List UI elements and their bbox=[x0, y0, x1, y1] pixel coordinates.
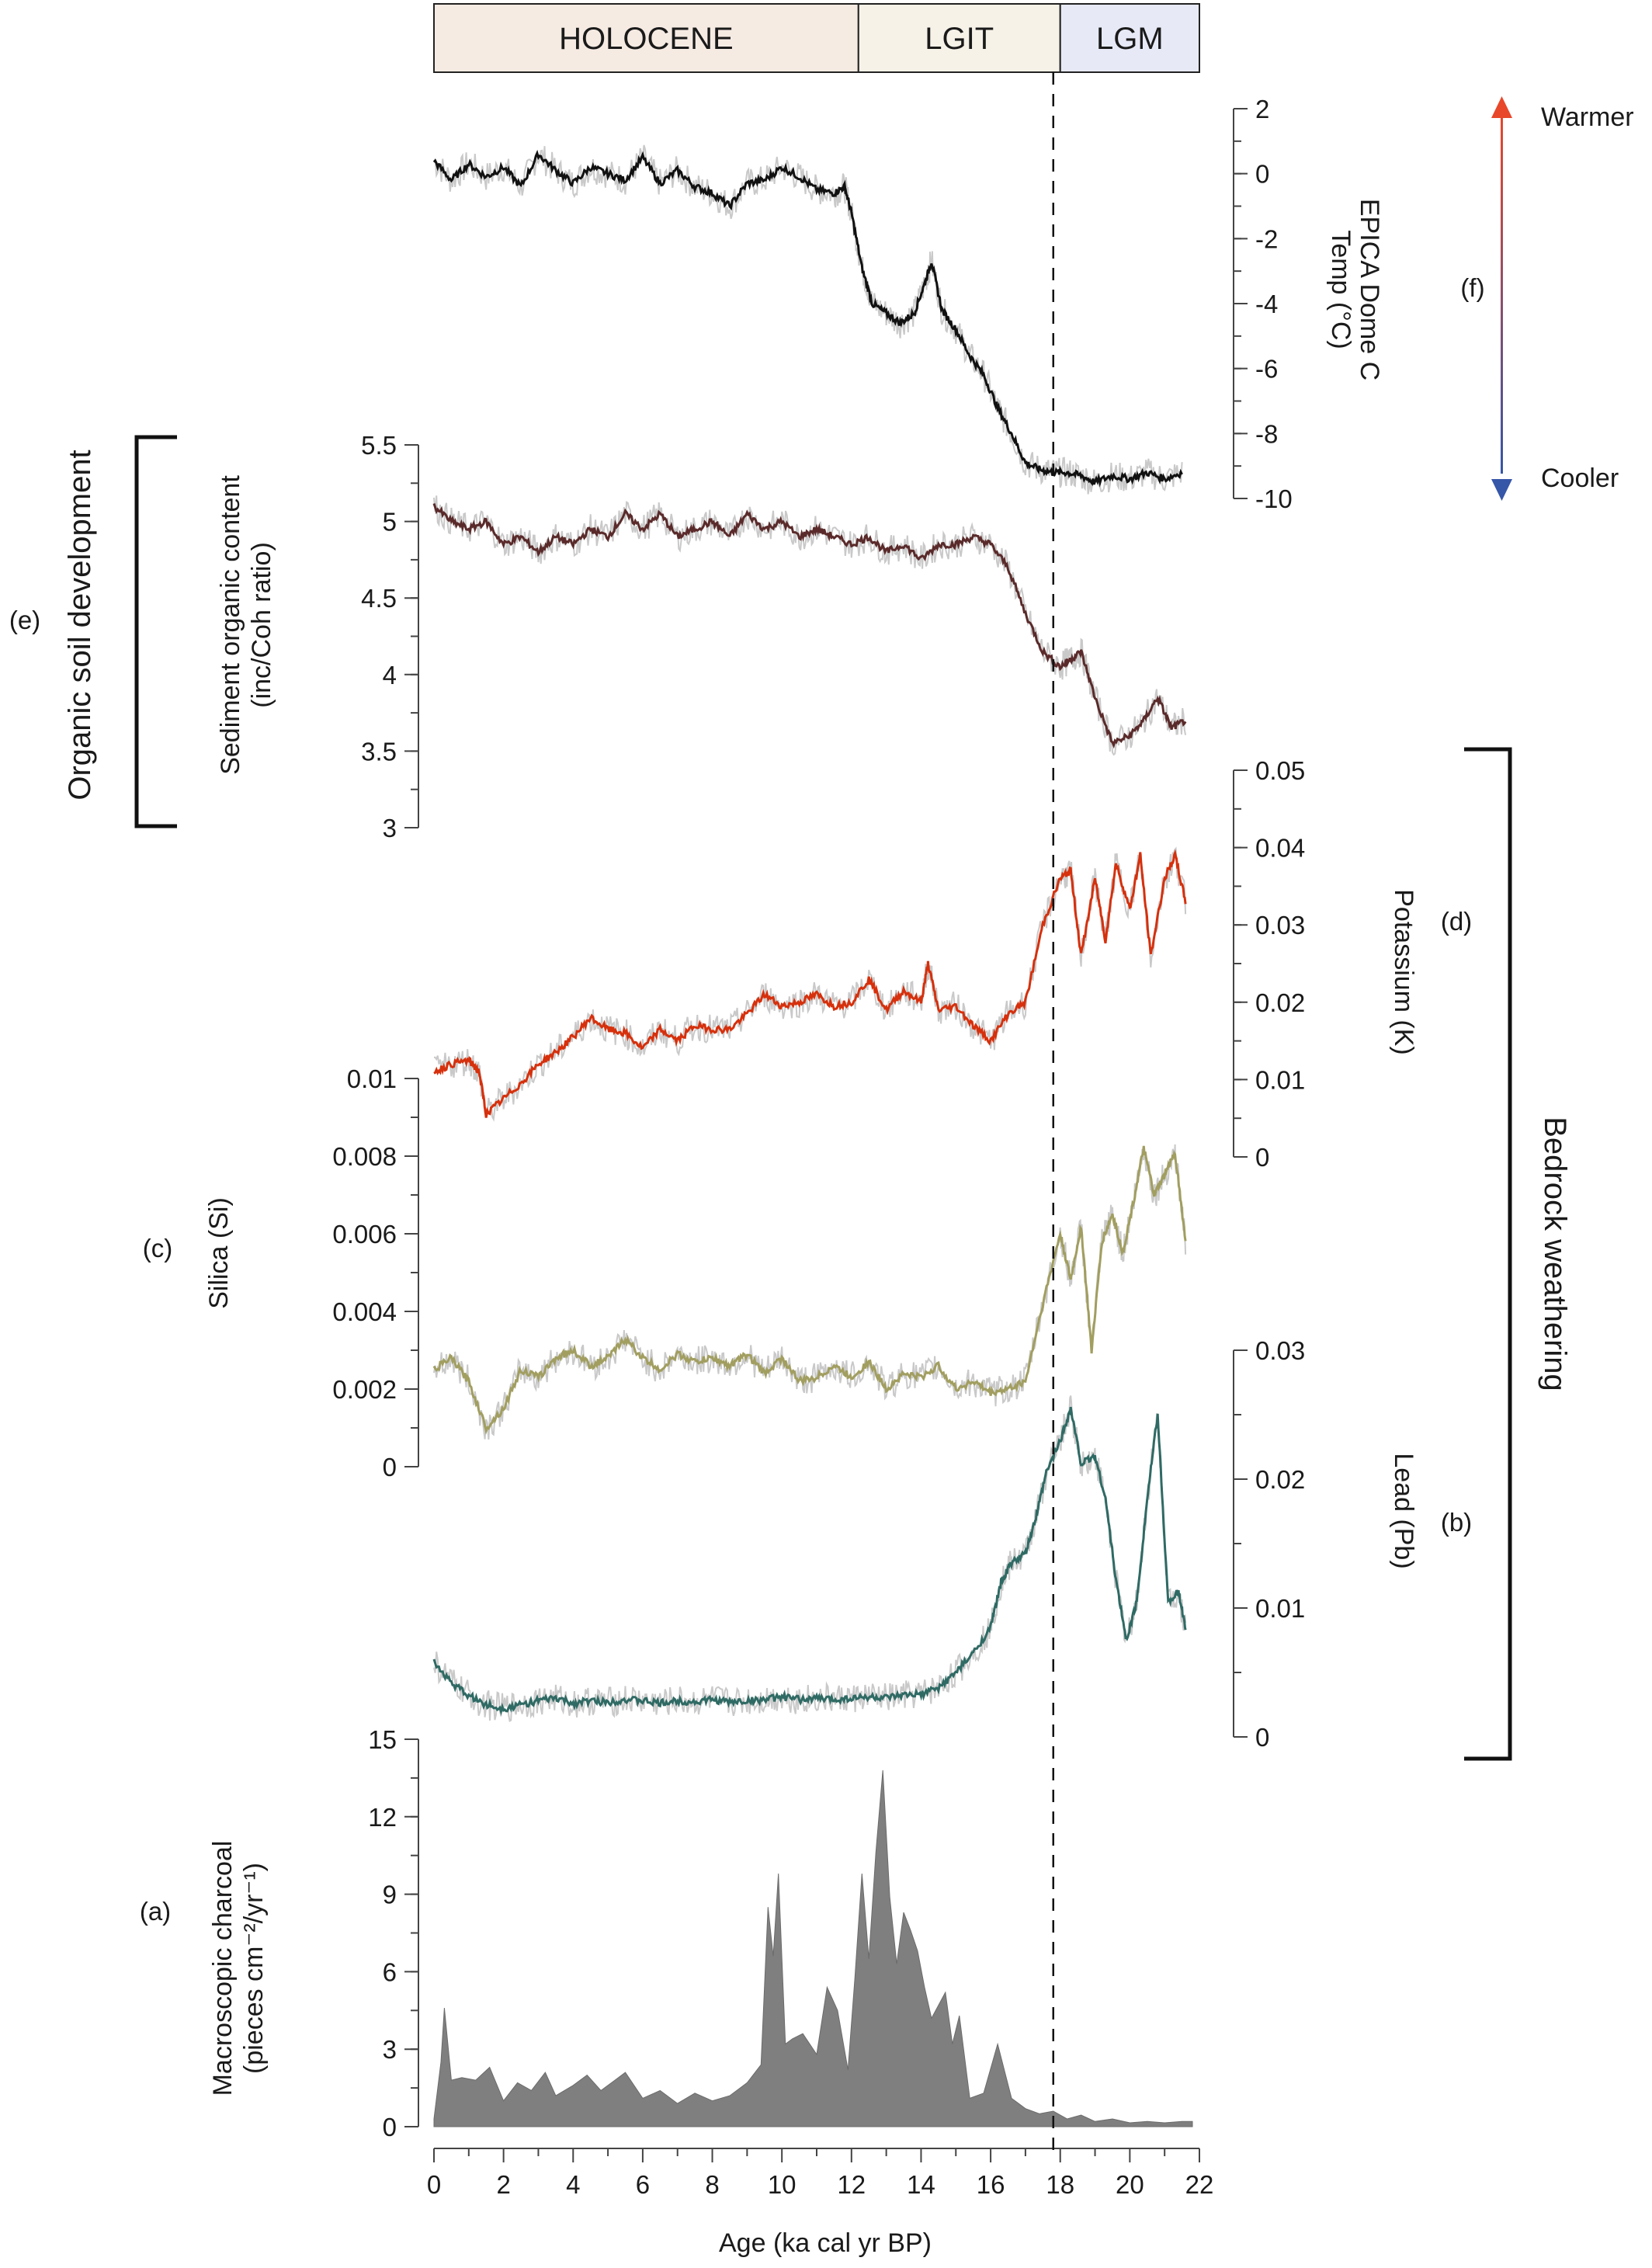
bedrock-bracket bbox=[1464, 747, 1512, 1761]
f-series-line bbox=[432, 149, 1183, 488]
f-axis-title: EPICA Dome C bbox=[1355, 199, 1384, 380]
a-axis-title: Macroscopic charcoal bbox=[208, 1841, 238, 2096]
f-y-tick-label: 0 bbox=[1255, 160, 1269, 189]
warm-cool-arrow-shaft bbox=[1501, 116, 1503, 474]
d-y-tick-label: 0.04 bbox=[1255, 834, 1305, 863]
e-series-line bbox=[432, 503, 1187, 749]
e-y-tick-label: 5.5 bbox=[361, 431, 397, 460]
f-y-tick-label: -2 bbox=[1255, 224, 1278, 253]
bedrock-weathering-label: Bedrock weathering bbox=[1538, 1117, 1572, 1391]
b-panel-letter: (b) bbox=[1441, 1508, 1472, 1537]
d-axis-title: Potassium (K) bbox=[1389, 889, 1418, 1055]
x-tick-label: 16 bbox=[977, 2170, 1005, 2199]
e-y-tick-label: 3 bbox=[383, 814, 397, 842]
period-box-lgit bbox=[857, 3, 1061, 73]
a-y-tick-label: 6 bbox=[383, 1957, 397, 1986]
c-y-tick-label: 0.01 bbox=[347, 1065, 397, 1093]
x-tick-label: 12 bbox=[837, 2170, 866, 2199]
c-y-tick-label: 0.006 bbox=[332, 1220, 397, 1249]
a-axis-title-units: (pieces cm⁻²/yr⁻¹) bbox=[239, 1863, 269, 2074]
period-bar: HOLOCENE LGIT LGM bbox=[433, 3, 1201, 73]
x-tick-label: 14 bbox=[907, 2170, 935, 2199]
x-tick-label: 10 bbox=[768, 2170, 796, 2199]
a-y-tick-label: 15 bbox=[368, 1725, 397, 1754]
c-panel-letter: (c) bbox=[143, 1234, 172, 1263]
c-y-tick-label: 0.002 bbox=[332, 1375, 397, 1404]
d-y-tick-label: 0.02 bbox=[1255, 988, 1305, 1017]
d-y-tick-label: 0.03 bbox=[1255, 911, 1305, 940]
f-y-tick-label: -10 bbox=[1255, 485, 1293, 513]
cool-arrow-head bbox=[1491, 479, 1512, 501]
f-raw-trace bbox=[433, 144, 1183, 495]
cooler-label: Cooler bbox=[1541, 464, 1619, 493]
e-y-tick-label: 4.5 bbox=[361, 584, 397, 613]
x-tick-label: 8 bbox=[705, 2170, 719, 2199]
f-y-tick-label: 2 bbox=[1255, 95, 1269, 123]
x-tick-label: 22 bbox=[1185, 2170, 1214, 2199]
grey-raw-traces bbox=[433, 144, 1187, 1723]
period-label-lgit: LGIT bbox=[925, 22, 994, 56]
a-y-tick-label: 9 bbox=[383, 1881, 397, 1909]
e-y-tick-label: 3.5 bbox=[361, 737, 397, 766]
f-y-tick-label: -6 bbox=[1255, 355, 1278, 384]
c-axis-title: Silica (Si) bbox=[204, 1197, 234, 1309]
warm-arrow-head bbox=[1491, 96, 1512, 118]
x-tick-label: 20 bbox=[1116, 2170, 1144, 2199]
d-series-line bbox=[433, 849, 1187, 1118]
period-label-lgm: LGM bbox=[1096, 22, 1164, 56]
period-box-holocene bbox=[433, 3, 859, 73]
series-lines bbox=[432, 149, 1193, 2127]
c-y-tick-label: 0.008 bbox=[332, 1142, 397, 1171]
b-y-tick-label: 0.02 bbox=[1255, 1465, 1305, 1494]
e-y-tick-label: 4 bbox=[383, 661, 397, 689]
f-panel-letter: (f) bbox=[1460, 273, 1484, 302]
f-y-tick-label: -8 bbox=[1255, 419, 1278, 448]
b-raw-trace bbox=[433, 1395, 1187, 1723]
e-y-tick-label: 5 bbox=[383, 508, 397, 537]
period-label-holocene: HOLOCENE bbox=[559, 22, 734, 56]
c-y-tick-label: 0 bbox=[383, 1453, 397, 1481]
a-y-tick-label: 3 bbox=[383, 2035, 397, 2064]
c-series-line bbox=[432, 1145, 1187, 1435]
e-axis-title: Sediment organic content bbox=[216, 475, 245, 775]
warmer-label: Warmer bbox=[1541, 102, 1634, 132]
a-y-tick-label: 0 bbox=[383, 2113, 397, 2141]
organic-soil-bracket bbox=[134, 435, 177, 828]
organic-soil-label: Organic soil development bbox=[63, 450, 97, 800]
d-panel-letter: (d) bbox=[1441, 907, 1472, 936]
x-tick-label: 0 bbox=[427, 2170, 441, 2199]
c-raw-trace bbox=[433, 1144, 1187, 1440]
b-y-tick-label: 0.01 bbox=[1255, 1594, 1305, 1623]
f-axis-title-units: Temp (°C) bbox=[1326, 230, 1355, 349]
a-y-tick-label: 12 bbox=[368, 1803, 397, 1832]
x-tick-label: 2 bbox=[496, 2170, 510, 2199]
d-y-tick-label: 0.01 bbox=[1255, 1065, 1305, 1094]
b-axis-title: Lead (Pb) bbox=[1389, 1453, 1418, 1568]
d-y-tick-label: 0 bbox=[1255, 1143, 1269, 1172]
d-y-tick-label: 0.05 bbox=[1255, 756, 1305, 785]
a-panel-letter: (a) bbox=[140, 1897, 171, 1926]
x-tick-label: 4 bbox=[566, 2170, 580, 2199]
x-axis-title: Age (ka cal yr BP) bbox=[719, 2228, 932, 2258]
e-axis-title-units: (inc/Coh ratio) bbox=[247, 542, 276, 708]
c-y-tick-label: 0.004 bbox=[332, 1297, 397, 1326]
f-y-tick-label: -4 bbox=[1255, 290, 1278, 318]
b-y-tick-label: 0 bbox=[1255, 1723, 1269, 1752]
x-tick-label: 18 bbox=[1046, 2170, 1074, 2199]
b-y-tick-label: 0.03 bbox=[1255, 1336, 1305, 1365]
period-box-lgm bbox=[1059, 3, 1201, 73]
axes: 20-2-4-6-8-105.554.543.530.050.040.030.0… bbox=[332, 95, 1305, 2199]
e-panel-letter: (e) bbox=[9, 606, 40, 634]
charcoal-area bbox=[433, 1770, 1193, 2127]
b-series-line bbox=[432, 1406, 1187, 1716]
x-tick-label: 6 bbox=[636, 2170, 650, 2199]
